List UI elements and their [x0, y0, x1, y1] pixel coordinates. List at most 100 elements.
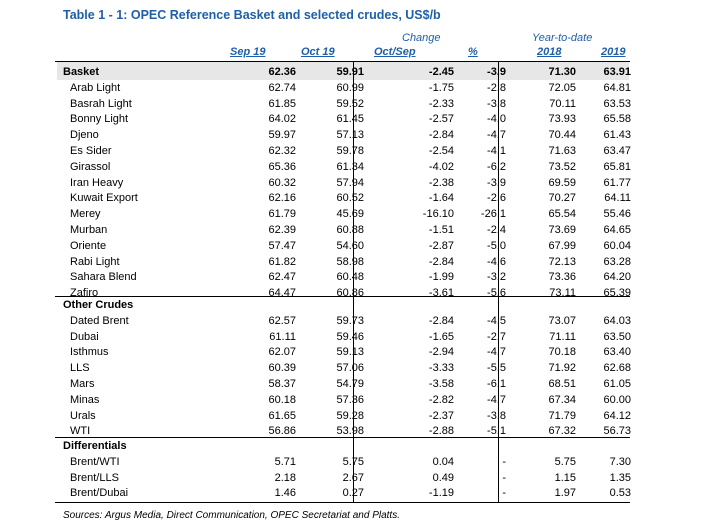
cell-2018: 72.13	[548, 255, 576, 268]
table-row: Zafiro 64.47 60.86 -3.61 -5.6 73.11 65.39	[57, 286, 631, 302]
cell-2018: 67.99	[548, 239, 576, 252]
cell-pct: -3.8	[487, 409, 506, 422]
row-name: Djeno	[70, 129, 99, 142]
cell-2018: 67.32	[548, 425, 576, 438]
table-row-differentials: Differentials	[57, 439, 631, 455]
cell-change: -2.84	[428, 129, 454, 142]
cell-change: -2.84	[428, 314, 454, 327]
cell-2019: 62.68	[603, 362, 631, 375]
cell-2019: 63.28	[603, 255, 631, 268]
cell-oct19: 57.94	[336, 176, 364, 189]
cell-pct: -4.6	[487, 255, 506, 268]
cell-2018: 68.51	[548, 377, 576, 390]
divider-change	[353, 61, 354, 502]
cell-pct: -3.8	[487, 97, 506, 110]
rule-basket-end	[55, 296, 630, 297]
cell-change: -4.02	[428, 160, 454, 173]
table-row: Djeno 59.97 57.13 -2.84 -4.7 70.44 61.43	[57, 128, 631, 144]
cell-oct19: 61.45	[336, 113, 364, 126]
cell-sep19: 61.85	[268, 97, 296, 110]
table-row: Mars 58.37 54.79 -3.58 -6.1 68.51 61.05	[57, 377, 631, 393]
cell-pct: -4.7	[487, 393, 506, 406]
cell-sep19: 60.32	[268, 176, 296, 189]
change-header: Change	[402, 32, 441, 44]
cell-change: -1.75	[428, 81, 454, 94]
cell-pct: -6.2	[487, 160, 506, 173]
table-row: Arab Light 62.74 60.99 -1.75 -2.8 72.05 64.81	[57, 81, 631, 97]
cell-change: -2.82	[428, 393, 454, 406]
cell-2018: 72.05	[548, 81, 576, 94]
cell-2019: 63.53	[603, 97, 631, 110]
table-row: Urals 61.65 59.28 -2.37 -3.8 71.79 64.12	[57, 409, 631, 425]
cell-pct: -4.1	[487, 144, 506, 157]
cell-change: -1.51	[428, 223, 454, 236]
cell-change: -2.94	[428, 346, 454, 359]
row-name: Oriente	[70, 239, 107, 252]
cell-sep19: 62.36	[268, 66, 296, 78]
cell-oct19: 60.48	[336, 271, 364, 284]
cell-oct19: 60.88	[336, 223, 364, 236]
table-row: Murban 62.39 60.88 -1.51 -2.4 73.69 64.65	[57, 223, 631, 239]
cell-sep19: 2.18	[274, 471, 296, 484]
table-row-other-crudes: Other Crudes	[57, 298, 631, 314]
cell-2018: 71.63	[548, 144, 576, 157]
cell-sep19: 1.46	[274, 487, 296, 500]
table-row: Es Sider 62.32 59.78 -2.54 -4.1 71.63 63.47	[57, 144, 631, 160]
cell-sep19: 62.32	[268, 144, 296, 157]
row-name: Urals	[70, 409, 96, 422]
cell-2019: 63.50	[603, 330, 631, 343]
cell-2019: 63.91	[603, 66, 631, 78]
col-header-oct19: Oct 19	[301, 46, 335, 58]
cell-sep19: 62.07	[268, 346, 296, 359]
row-name: Basrah Light	[70, 97, 132, 110]
cell-sep19: 64.02	[268, 113, 296, 126]
cell-pct: -4.0	[487, 113, 506, 126]
cell-2019: 55.46	[603, 208, 631, 221]
row-name: LLS	[70, 362, 90, 375]
cell-2019: 1.35	[609, 471, 631, 484]
cell-pct: -	[502, 487, 506, 500]
cell-pct: -4.7	[487, 129, 506, 142]
cell-oct19: 60.52	[336, 192, 364, 205]
ytd-header: Year-to-date	[532, 32, 593, 44]
cell-2018: 69.59	[548, 176, 576, 189]
cell-oct19: 54.60	[336, 239, 364, 252]
cell-2018: 71.11	[549, 330, 576, 343]
other-crudes-table: Other Crudes Dated Brent 62.57 59.73 -2.84 -…	[57, 298, 631, 440]
cell-2018: 70.44	[548, 129, 576, 142]
cell-sep19: 62.47	[268, 271, 296, 284]
cell-2019: 65.58	[603, 113, 631, 126]
cell-2018: 71.92	[548, 362, 576, 375]
cell-sep19: 62.39	[268, 223, 296, 236]
cell-pct: -6.1	[487, 377, 506, 390]
row-name: WTI	[70, 425, 91, 438]
cell-change: -3.61	[428, 287, 454, 300]
cell-oct19: 60.99	[336, 81, 364, 94]
cell-2019: 64.20	[603, 271, 631, 284]
cell-change: -1.64	[428, 192, 454, 205]
table-row: Isthmus 62.07 59.13 -2.94 -4.7 70.18 63.40	[57, 345, 631, 361]
table-row: Brent/Dubai 1.46 0.27 -1.19 - 1.97 0.53	[57, 486, 631, 502]
cell-sep19: 64.47	[268, 287, 296, 300]
cell-pct: -3.9	[487, 176, 506, 189]
cell-change: -2.57	[428, 113, 454, 126]
col-header-octsep: Oct/Sep	[374, 46, 416, 58]
cell-change: -1.99	[428, 271, 454, 284]
row-name: Rabi Light	[70, 255, 120, 268]
table-title: Table 1 - 1: OPEC Reference Basket and s…	[63, 8, 441, 22]
row-name: Murban	[70, 223, 108, 236]
cell-oct19: 57.36	[336, 393, 364, 406]
cell-2019: 65.81	[603, 160, 631, 173]
col-header-2018: 2018	[537, 46, 562, 58]
cell-sep19: 60.39	[268, 362, 296, 375]
cell-2019: 63.47	[603, 144, 631, 157]
cell-change: -2.38	[428, 176, 454, 189]
cell-pct: -4.5	[487, 314, 506, 327]
divider-ytd	[498, 61, 499, 502]
row-name: Dubai	[70, 330, 99, 343]
cell-sep19: 59.97	[268, 129, 296, 142]
cell-2018: 70.18	[548, 346, 576, 359]
cell-2019: 64.81	[603, 81, 631, 94]
cell-pct: -	[502, 455, 506, 468]
cell-change: -1.19	[428, 487, 454, 500]
